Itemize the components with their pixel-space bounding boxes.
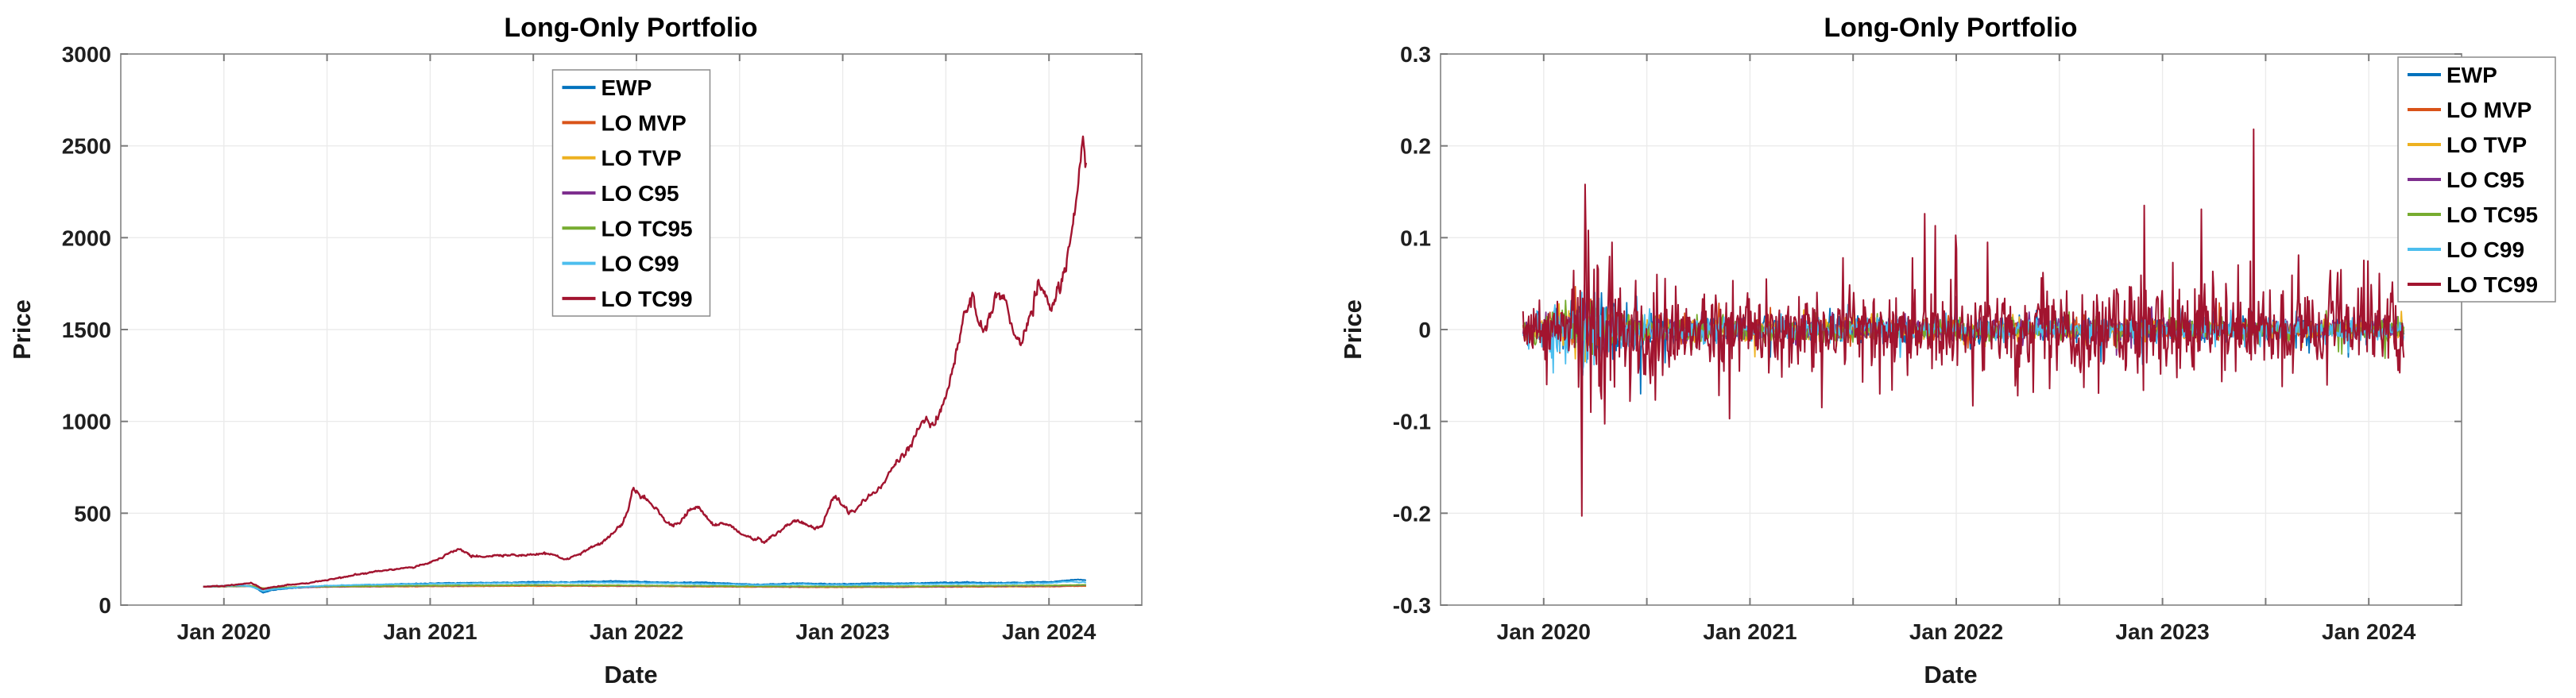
plot-title: Long-Only Portfolio: [1824, 13, 2077, 43]
y-tick-label: -0.3: [1393, 593, 1431, 618]
left-price-chart: Jan 2020 Jan 2021 Jan 2022 Jan 2023 Jan 2024…: [8, 13, 1143, 688]
legend-entry-label: LO TC99: [2446, 272, 2538, 297]
axis-ticks: [1441, 53, 2462, 606]
legend-entry-label: LO TC99: [601, 287, 693, 311]
series-line-lo-tc99: [1522, 128, 2405, 517]
x-tick-label: Jan 2022: [590, 619, 683, 644]
y-tick-label: -0.1: [1393, 410, 1431, 434]
legend-entry-label: LO C95: [601, 181, 679, 206]
axis-ticks: [121, 53, 1142, 606]
y-axis-label: Price: [8, 299, 36, 360]
legend-entry-label: LO C99: [2446, 237, 2524, 262]
right-returns-chart: Jan 2020 Jan 2021 Jan 2022 Jan 2023 Jan 2024…: [1288, 0, 2576, 698]
y-axis-label: Price: [1339, 299, 1367, 360]
x-tick-label: Jan 2021: [383, 619, 477, 644]
x-tick-label: Jan 2020: [1497, 619, 1591, 644]
legend-entry-label: LO TVP: [2446, 133, 2527, 157]
legend-entry-label: EWP: [601, 75, 652, 100]
y-tick-label: 2500: [62, 134, 111, 159]
y-tick-label: 0: [1418, 318, 1431, 342]
y-tick-label: 0: [99, 593, 111, 618]
x-tick-label: Jan 2024: [1002, 619, 1097, 644]
legend: EWP LO MVP LO TVP LO C95 LO TC95 LO C99 LO TC9…: [551, 69, 711, 317]
y-tick-labels: -0.3 -0.2 -0.1 0 0.1 0.2 0.3: [1393, 42, 1431, 618]
x-tick-label: Jan 2022: [1909, 619, 2003, 644]
x-tick-label: Jan 2020: [177, 619, 271, 644]
legend-entry-label: LO TVP: [601, 146, 682, 171]
legend-entry-label: LO TC95: [601, 216, 693, 241]
left-price-chart-svg: Jan 2020 Jan 2021 Jan 2022 Jan 2023 Jan 2024…: [8, 13, 1143, 688]
x-tick-labels: Jan 2020 Jan 2021 Jan 2022 Jan 2023 Jan 2024: [177, 619, 1097, 644]
legend-entry-label: LO C95: [2446, 168, 2524, 192]
legend-entry-label: LO MVP: [2446, 98, 2532, 122]
legend: EWP LO MVP LO TVP LO C95 LO TC95 LO C99 LO TC9…: [2397, 56, 2556, 303]
y-tick-label: 500: [74, 501, 111, 526]
x-axis-label: Date: [1924, 661, 1977, 688]
data-series: [1522, 128, 2405, 517]
x-tick-label: Jan 2021: [1703, 619, 1797, 644]
y-tick-label: -0.2: [1393, 501, 1431, 526]
series-line-lo-tc95: [203, 584, 1087, 589]
y-tick-label: 3000: [62, 42, 111, 67]
y-tick-label: 0.2: [1400, 134, 1431, 159]
x-tick-label: Jan 2023: [2115, 619, 2209, 644]
y-tick-label: 2000: [62, 226, 111, 250]
x-tick-label: Jan 2024: [2322, 619, 2416, 644]
x-axis-label: Date: [604, 661, 657, 688]
x-tick-labels: Jan 2020 Jan 2021 Jan 2022 Jan 2023 Jan 2024: [1497, 619, 2416, 644]
legend-entry-label: EWP: [2446, 63, 2497, 87]
y-tick-label: 1500: [62, 318, 111, 342]
x-tick-label: Jan 2023: [795, 619, 889, 644]
y-tick-label: 0.1: [1400, 226, 1431, 250]
series-line-lo-tc99: [203, 135, 1088, 591]
plot-title: Long-Only Portfolio: [504, 13, 757, 43]
legend-entry-label: LO TC95: [2446, 202, 2538, 227]
y-tick-labels: 0 500 1000 1500 2000 2500 3000: [62, 42, 111, 618]
y-tick-label: 0.3: [1400, 42, 1431, 67]
legend-entry-label: LO MVP: [601, 110, 687, 135]
right-returns-chart-svg: Jan 2020 Jan 2021 Jan 2022 Jan 2023 Jan 2024…: [1339, 13, 2556, 688]
series-line-lo-c99: [203, 580, 1087, 592]
data-series: [203, 135, 1088, 594]
y-tick-label: 1000: [62, 410, 111, 434]
legend-entry-label: LO C99: [601, 252, 679, 276]
